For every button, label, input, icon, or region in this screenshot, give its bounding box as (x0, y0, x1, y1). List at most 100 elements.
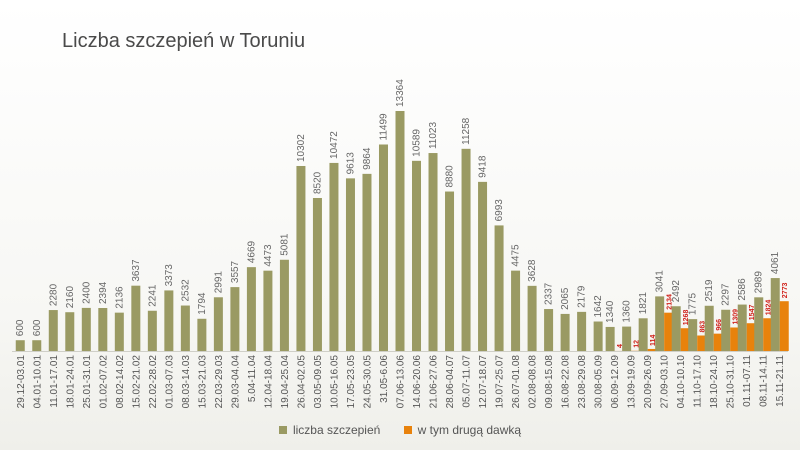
bar-total (577, 312, 586, 351)
bar-total-label: 1340 (605, 300, 616, 323)
category-label: 15.02-21.02 (131, 355, 142, 409)
bar-second-dose (780, 301, 789, 351)
bar-total-label: 5081 (279, 233, 290, 256)
bar-total-label: 3637 (131, 259, 142, 282)
bar-total-label: 2400 (81, 281, 92, 304)
bar-total-label: 1360 (622, 300, 633, 323)
bar-total-label: 2160 (65, 286, 76, 309)
bar-total (561, 314, 570, 351)
category-label: 21.06-27.06 (429, 355, 440, 409)
bar-total (721, 310, 730, 351)
bar-total (148, 311, 157, 351)
category-label: 01.02-07.02 (98, 355, 109, 409)
bar-total-label: 10589 (412, 129, 423, 157)
bar-total (346, 178, 355, 351)
bar-total (230, 287, 239, 351)
bar-total (412, 161, 421, 351)
bar-total-label: 2136 (114, 286, 125, 309)
category-label: 01.11-07.11 (742, 355, 753, 407)
category-label: 19.04-25.04 (280, 355, 291, 409)
bar-total (280, 260, 289, 351)
bar-total-label: 2241 (147, 284, 158, 307)
bar-total (462, 149, 471, 351)
category-label: 10.05-16.05 (329, 355, 340, 409)
bar-total (738, 305, 747, 351)
bar-total (511, 271, 520, 351)
bar-total-label: 3628 (527, 259, 538, 282)
bar-total (688, 319, 697, 351)
bar-total (197, 319, 206, 351)
bar-total-label: 13364 (395, 79, 406, 107)
category-label: 06.09-12.09 (610, 355, 621, 409)
category-label: 12.04-18.04 (263, 355, 274, 409)
category-label: 25.01-31.01 (82, 355, 93, 409)
bar-total-label: 3041 (655, 270, 666, 293)
bar-total-label: 1775 (688, 292, 699, 315)
category-label: 04.01-10.01 (32, 355, 43, 409)
bar-total-label: 9613 (345, 152, 356, 175)
bar-total (672, 306, 681, 351)
bar-total-label: 11499 (378, 113, 389, 141)
bar-second-dose-label: 2773 (782, 283, 789, 299)
category-label: 27.09-03.10 (660, 355, 671, 409)
category-label: 11.01-17.01 (49, 355, 60, 408)
bar-total (263, 271, 272, 351)
category-label: 5.04-11.04 (247, 355, 258, 403)
bar-total (82, 308, 91, 351)
bar-total (655, 296, 664, 351)
bar-total-label: 9864 (362, 147, 373, 170)
bar-total-label: 2991 (213, 271, 224, 294)
bar-total (32, 340, 41, 351)
bar-total-label: 1821 (638, 292, 649, 315)
category-label: 31.05-6.06 (379, 355, 390, 403)
category-label: 17.05-23.05 (346, 355, 357, 409)
bar-total (329, 163, 338, 351)
bar-total (495, 225, 504, 351)
bar-total-label: 2394 (98, 281, 109, 304)
bar-total (544, 309, 553, 351)
category-label: 14.06-20.06 (412, 355, 423, 409)
bar-total (606, 327, 615, 351)
bar-total-label: 600 (15, 319, 26, 336)
category-label: 08.11-14.11 (759, 355, 770, 407)
bar-total-label: 8880 (445, 165, 456, 188)
bar-total (98, 308, 107, 351)
bar-total-label: 1642 (593, 295, 604, 318)
bar-total-label: 4475 (511, 244, 522, 267)
category-label: 03.05-09.05 (313, 355, 324, 409)
category-label: 25.10-31.10 (726, 355, 737, 409)
category-label: 09.08-15.08 (544, 355, 555, 409)
category-label: 02.08-08.08 (528, 355, 539, 409)
bar-total-label: 600 (32, 319, 43, 336)
bar-total-label: 1794 (197, 292, 208, 315)
bar-total-label: 3557 (230, 260, 241, 283)
legend-label-second-dose: w tym drugą dawką (418, 423, 521, 437)
bar-total-label: 2532 (180, 279, 191, 302)
bar-total (115, 313, 124, 351)
category-label: 24.05-30.05 (362, 355, 373, 409)
category-label: 07.06-13.06 (396, 355, 407, 409)
category-label: 15.11-21.11 (775, 355, 786, 407)
category-label: 29.03-04.04 (230, 355, 241, 409)
bar-total-label: 3373 (164, 264, 175, 287)
bar-total-label: 2297 (721, 283, 732, 306)
category-label: 23.08-29.08 (577, 355, 588, 409)
bar-total-label: 9418 (478, 155, 489, 178)
category-label: 20.09-26.09 (643, 355, 654, 409)
bar-total (771, 278, 780, 351)
legend-swatch-total (279, 426, 287, 434)
category-label: 12.07-18.07 (478, 355, 489, 409)
category-label: 19.07-25.07 (495, 355, 506, 409)
bar-total (296, 166, 305, 351)
category-label: 04.10-10.10 (676, 355, 687, 409)
bar-total (478, 182, 487, 351)
bar-total-label: 4061 (770, 251, 781, 274)
bar-total-label: 2989 (754, 271, 765, 294)
bar-total-label: 11258 (461, 117, 472, 145)
legend: liczba szczepień w tym drugą dawką (0, 423, 800, 437)
bar-total (16, 340, 25, 351)
bar-total (705, 306, 714, 351)
category-label: 16.08-22.08 (561, 355, 572, 409)
legend-label-total: liczba szczepień (293, 423, 380, 437)
